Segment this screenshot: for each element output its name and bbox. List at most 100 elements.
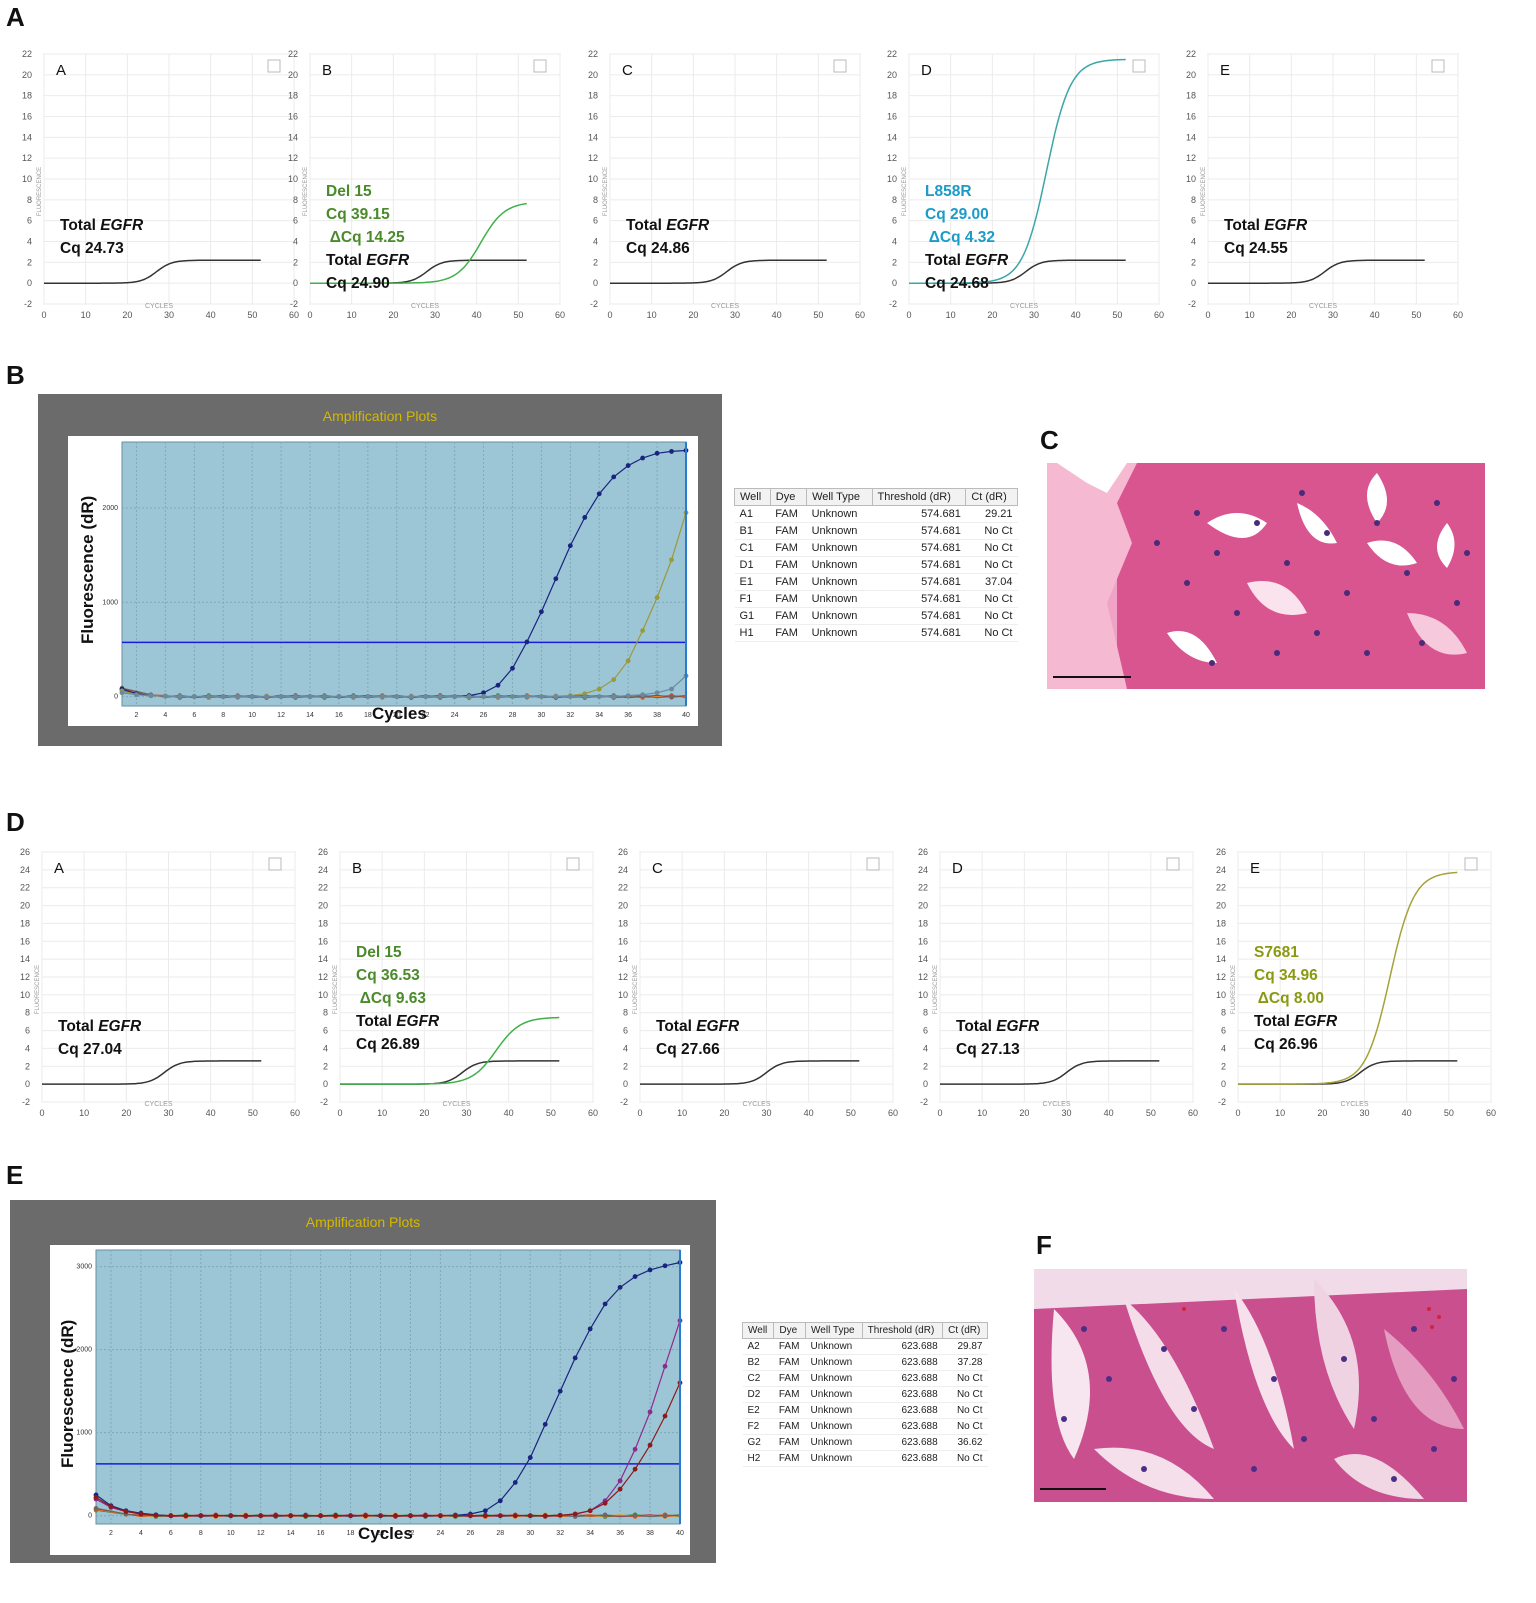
table-cell: FAM (770, 556, 807, 574)
data-point (243, 1513, 249, 1519)
mutation-curve (909, 58, 1126, 284)
table-cell: G2 (742, 1434, 774, 1451)
cq-annotation: S7681 Cq 34.96 ΔCq 8.00 Total EGFR Cq 26.96 (1254, 941, 1337, 1056)
y-tick-label: 6 (923, 1026, 928, 1036)
data-point (206, 694, 212, 699)
y-tick-label: 20 (887, 70, 897, 80)
x-tick-label: 20 (1286, 310, 1296, 320)
x-tick-label: 10 (248, 712, 256, 719)
amplification-plot-e: Amplification Plots 2 4 6 8 10 12 14 16 18 20 22 24… (10, 1200, 716, 1563)
data-point (654, 690, 660, 696)
table-cell: 623.688 (862, 1418, 943, 1435)
table-cell: 623.688 (862, 1370, 943, 1387)
table-row: B1 FAM Unknown 574.681 No Ct (734, 522, 1018, 540)
x-tick-label: 0 (41, 310, 46, 320)
plot-letter: E (1250, 860, 1261, 877)
y-tick-label: 10 (288, 174, 298, 184)
y-tick-label: 8 (323, 1008, 328, 1018)
data-point (582, 694, 588, 699)
column-header: Well (734, 488, 771, 506)
mutation-dcq: ΔCq 8.00 (1254, 990, 1325, 1008)
table-cell: FAM (773, 1386, 806, 1403)
data-point (303, 1513, 309, 1519)
data-point (611, 474, 617, 480)
data-point (123, 1509, 129, 1514)
x-tick-label: 40 (1370, 310, 1380, 320)
y-tick-label: 8 (593, 195, 598, 205)
data-point (617, 1284, 623, 1290)
series-line-g1 (121, 675, 687, 698)
x-tick-label: 30 (537, 712, 545, 719)
y-axis-label: FLUORESCENCE (603, 167, 609, 216)
plot-letter: D (921, 62, 932, 79)
data-point (510, 665, 515, 671)
table-cell: Unknown (806, 505, 873, 523)
data-point (482, 1513, 488, 1519)
x-tick-label: 10 (81, 310, 91, 320)
data-point (153, 1512, 159, 1518)
table-cell: FAM (770, 522, 807, 540)
x-tick-label: 36 (616, 1530, 624, 1537)
mutation-dcq: ΔCq 9.63 (356, 990, 427, 1008)
y-tick-label: 2 (25, 1061, 30, 1071)
table-cell: No Ct (965, 522, 1018, 540)
table-cell: 574.681 (872, 522, 966, 540)
x-tick-label: 40 (206, 1108, 216, 1118)
series-line-g2 (95, 1382, 681, 1517)
x-tick-label: 50 (1112, 310, 1122, 320)
x-tick-label: 60 (1453, 310, 1463, 320)
y-tick-label: 2 (293, 257, 298, 267)
table-cell: Unknown (806, 624, 873, 642)
total-egfr-label: Total EGFR (626, 217, 710, 235)
table-header-row: Well Dye Well Type Threshold (dR) Ct (dR) (734, 488, 1018, 506)
table-cell: H1 (734, 624, 771, 642)
data-point (307, 694, 313, 699)
table-cell: A1 (734, 505, 771, 523)
table-cell: 36.62 (942, 1434, 988, 1451)
x-tick-label: 40 (676, 1530, 684, 1537)
y-tick-label: 4 (892, 237, 897, 247)
x-tick-label: 0 (906, 310, 911, 320)
x-tick-label: 8 (221, 712, 225, 719)
y-tick-label: -2 (24, 299, 32, 309)
plot-letter: E (1220, 62, 1231, 79)
table-cell: E2 (742, 1402, 774, 1419)
x-tick-label: 2 (109, 1530, 113, 1537)
x-tick-label: 8 (199, 1530, 203, 1537)
expand-icon (833, 59, 847, 73)
table-cell: Unknown (805, 1386, 863, 1403)
data-point (553, 576, 559, 582)
qpcr-plot-a: 26 24 22 20 18 16 14 12 10 8 6 4 2 0 -2 0 10 20 30 40 50 60 CY… (8, 846, 303, 1136)
x-tick-label: 0 (937, 1108, 942, 1118)
expand-icon (1132, 59, 1146, 73)
data-point (438, 1513, 443, 1519)
data-point (497, 1513, 503, 1519)
table-cell: Unknown (805, 1354, 863, 1371)
x-tick-label: 40 (504, 1108, 514, 1118)
table-cell: 623.688 (862, 1338, 943, 1355)
y-axis-label: FLUORESCENCE (902, 167, 908, 216)
data-point (408, 1513, 413, 1519)
table-cell: 37.04 (965, 573, 1018, 591)
data-point (510, 694, 515, 699)
mutation-name: S7681 (1254, 944, 1299, 962)
total-egfr-cq: Cq 26.89 (356, 1036, 420, 1054)
mutation-cq: Cq 36.53 (356, 967, 420, 985)
x-tick-label: 10 (1275, 1108, 1285, 1118)
data-point (198, 1513, 204, 1519)
table-header-row: Well Dye Well Type Threshold (dR) Ct (dR) (741, 1322, 988, 1339)
y-tick-label: 18 (20, 918, 30, 928)
x-tick-label: 60 (1154, 310, 1164, 320)
expand-icon (866, 857, 880, 871)
table-row: G2 FAM Unknown 623.688 36.62 (742, 1434, 988, 1451)
data-point (632, 1512, 638, 1518)
data-point (481, 694, 486, 699)
x-axis-label: CYCLES (1042, 1101, 1070, 1108)
data-point (587, 1508, 593, 1514)
total-egfr-label: Total EGFR (925, 251, 1009, 269)
y-tick-label: 2000 (102, 505, 118, 512)
data-point (363, 1513, 368, 1519)
y-tick-label: 22 (618, 883, 628, 893)
